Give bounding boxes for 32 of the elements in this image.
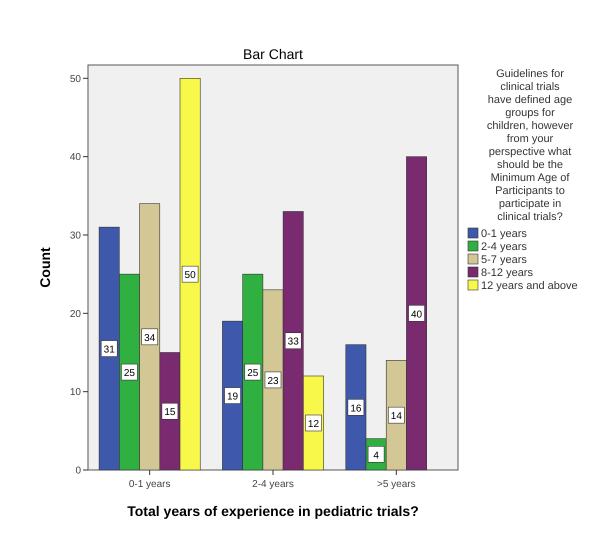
data-label: 15 — [164, 407, 176, 418]
chart-title: Bar Chart — [243, 46, 304, 62]
data-label: 25 — [124, 368, 136, 380]
y-axis-title: Count — [37, 246, 53, 288]
data-label: 31 — [104, 344, 116, 356]
data-label: 25 — [247, 368, 259, 380]
data-label: 40 — [410, 309, 423, 320]
y-tick-label: 50 — [70, 74, 82, 85]
data-label: 33 — [288, 336, 300, 348]
x-tick-label: >5 years — [377, 479, 416, 490]
data-label: 12 — [308, 419, 320, 430]
y-tick-label: 20 — [70, 308, 82, 320]
data-label: 19 — [226, 392, 239, 403]
data-label: 50 — [184, 270, 196, 282]
data-label: 14 — [390, 411, 402, 422]
x-tick-label: 2-4 years — [252, 479, 294, 490]
legend-label: 2-4 years — [481, 241, 528, 253]
y-tick-label: 40 — [70, 152, 82, 164]
data-label: 23 — [267, 376, 279, 387]
data-label: 16 — [350, 403, 362, 414]
x-tick-label: 0-1 years — [128, 479, 171, 490]
text: Guidelines for clinical trials have defined age groups for children, however from your perspective what should be the Minimum Age of Participants to participate in clinical trials? — [486, 68, 574, 223]
data-label: 4 — [373, 450, 380, 462]
y-tick-label: 30 — [70, 230, 82, 242]
y-tick-label: 10 — [70, 387, 82, 398]
data-label: 34 — [144, 332, 156, 344]
x-axis-title: Total years of experience in pediatric trials? — [127, 503, 419, 519]
legend-label: 8-12 years — [481, 267, 534, 279]
legend-label: 0-1 years — [481, 228, 528, 240]
y-tick-label: 0 — [75, 466, 82, 476]
legend-label: 5-7 years — [481, 254, 528, 266]
legend-label: 12 years and above — [481, 280, 578, 292]
